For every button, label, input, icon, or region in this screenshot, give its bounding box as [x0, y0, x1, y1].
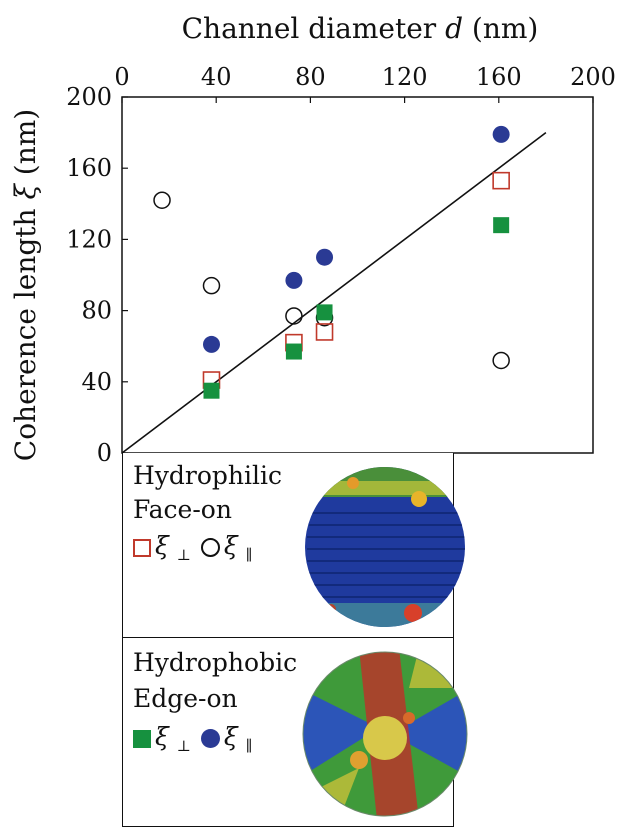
- linear-fit-line: [121, 131, 547, 454]
- filled-circle-marker-icon: [200, 729, 220, 748]
- legend-hydrophilic-symbols: ξ ⊥ ξ ∥: [133, 531, 253, 570]
- y-tick-label: 40: [81, 368, 112, 396]
- legend-hydrophobic: Hydrophobic Edge-on ξ ⊥ ξ ∥: [122, 637, 468, 827]
- data-point-circle-filled: [285, 271, 303, 289]
- fit-line: [121, 131, 547, 454]
- legend-hydrophobic-subtitle: Edge-on: [133, 684, 238, 713]
- x-tick-label: 80: [295, 63, 326, 91]
- data-points: [153, 125, 510, 399]
- y-tick-label: 160: [66, 154, 112, 182]
- x-tick-label: 40: [201, 63, 232, 91]
- y-tick-label: 80: [81, 297, 112, 325]
- legend-hydrophilic-subtitle: Face-on: [133, 495, 232, 524]
- face-on-simulation-image: [305, 467, 465, 627]
- legend-hydrophobic-title: Hydrophobic: [133, 648, 298, 677]
- filled-square-marker-icon: [133, 729, 151, 748]
- x-tick-label: 160: [476, 63, 522, 91]
- x-axis-label: Channel diameter d (nm): [182, 12, 539, 45]
- data-point-square-filled: [285, 343, 302, 360]
- edge-on-simulation-image: [302, 651, 468, 817]
- y-tick-label: 200: [66, 83, 112, 111]
- open-square-marker-icon: [133, 538, 151, 557]
- legend-hydrophobic-symbols: ξ ⊥ ξ ∥: [133, 722, 253, 761]
- data-point-square-filled: [203, 382, 220, 399]
- data-point-square-open: [492, 171, 510, 190]
- legend-hydrophilic: Hydrophilic Face-on ξ ⊥ ξ ∥: [122, 453, 465, 638]
- x-tick-label: 200: [570, 63, 616, 91]
- data-point-circle-filled: [492, 125, 510, 143]
- data-point-circle-open: [153, 191, 171, 209]
- y-tick-label: 120: [66, 225, 112, 253]
- legend-hydrophilic-title: Hydrophilic: [133, 461, 283, 490]
- data-point-circle-open: [202, 276, 221, 295]
- data-point-circle-open: [285, 307, 303, 325]
- y-axis-label: Coherence length ξ (nm): [9, 109, 42, 461]
- data-point-circle-open: [492, 351, 510, 370]
- data-point-circle-filled: [202, 335, 220, 353]
- x-tick-label: 0: [114, 63, 129, 91]
- y-tick-label: 0: [97, 439, 112, 467]
- data-point-square-open: [315, 323, 334, 341]
- data-point-square-filled: [316, 304, 333, 321]
- data-point-circle-filled: [316, 248, 334, 266]
- x-tick-label: 120: [382, 63, 428, 91]
- data-point-square-filled: [493, 217, 510, 234]
- open-circle-marker-icon: [200, 538, 220, 557]
